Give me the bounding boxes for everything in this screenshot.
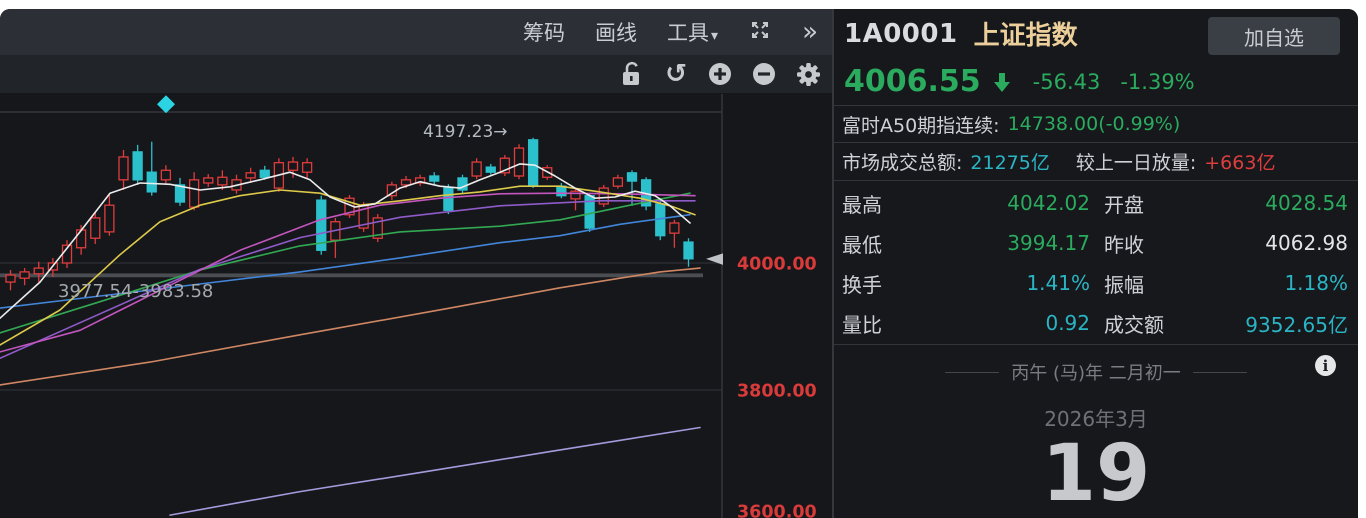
- chart-section: 筹码 画线 工具 ▾ » ↺: [0, 9, 832, 518]
- calendar-widget: 丙午 (马)年 二月初一 i 2026年3月 19: [834, 345, 1358, 515]
- add-watchlist-button[interactable]: 加自选: [1208, 17, 1340, 55]
- menu-tools[interactable]: 工具 ▾: [667, 17, 718, 47]
- table-row: 最低 3994.17 昨收 4062.98: [842, 223, 1348, 263]
- futures-value: 14738.00(-0.99%): [1007, 113, 1181, 135]
- candlestick-chart-canvas[interactable]: 4197.23→ 3977.54-3983.58 4000.00 3800.00 360…: [0, 93, 832, 518]
- last-price: 4006.55: [844, 64, 981, 99]
- stats-table: 最高 4042.02 开盘 4028.54 最低 3994.17 昨收 4062…: [834, 181, 1358, 345]
- table-row: 换手 1.41% 振幅 1.18%: [842, 263, 1348, 303]
- menu-draw-line[interactable]: 画线: [595, 21, 638, 45]
- stat-label: 最低: [842, 232, 882, 257]
- y-axis-label: 3800.00: [737, 382, 817, 402]
- stat-value: 4062.98: [1265, 231, 1348, 255]
- price-change-percent: -1.39%: [1120, 69, 1195, 94]
- divider: [945, 371, 1000, 373]
- stat-label: 昨收: [1104, 232, 1144, 257]
- quote-header: 1A0001 上证指数 加自选: [834, 9, 1358, 58]
- y-axis-label: 4000.00: [737, 255, 817, 275]
- stock-code: 1A0001: [844, 18, 958, 49]
- volume-increase-value: +663亿: [1204, 152, 1276, 174]
- stat-value: 3994.17: [1007, 231, 1090, 255]
- calendar-month: 2026年3月: [1044, 407, 1148, 431]
- divider: [1192, 371, 1247, 373]
- event-diamond-marker: [157, 95, 175, 114]
- market-total-label: 市场成交总额:: [842, 152, 963, 174]
- stat-label: 成交额: [1104, 312, 1164, 337]
- futures-row: 富时A50期指连续: 14738.00(-0.99%): [834, 106, 1358, 143]
- gridlines: [0, 94, 723, 518]
- volume-increase-label: 较上一日放量:: [1075, 152, 1197, 174]
- quote-panel: 1A0001 上证指数 加自选 4006.55 -56.43 -1.39% 富时…: [832, 9, 1358, 518]
- chart-annotation: 4197.23→: [423, 122, 508, 142]
- chart-annotation: 3977.54-3983.58: [58, 281, 213, 302]
- price-row: 4006.55 -56.43 -1.39%: [834, 58, 1358, 106]
- stat-label: 最高: [842, 192, 882, 217]
- settings-gear-icon[interactable]: [794, 59, 822, 89]
- stat-label: 开盘: [1104, 192, 1144, 217]
- stat-value: 9352.65亿: [1245, 312, 1348, 337]
- table-row: 最高 4042.02 开盘 4028.54: [842, 183, 1348, 223]
- market-total-value: 21275亿: [970, 152, 1050, 174]
- stat-label: 量比: [842, 312, 882, 337]
- gap-zone-band: [0, 273, 703, 278]
- lunar-date: 丙午 (马)年 二月初一: [1011, 363, 1181, 384]
- lunar-date-row: 丙午 (马)年 二月初一: [834, 345, 1358, 385]
- chart-toolbar-top: 筹码 画线 工具 ▾ »: [0, 9, 832, 55]
- stat-value: 1.18%: [1284, 271, 1348, 295]
- stat-value: 4042.02: [1007, 191, 1090, 215]
- stat-label: 振幅: [1104, 272, 1144, 297]
- stat-value: 0.92: [1045, 311, 1090, 335]
- zoom-out-icon[interactable]: [750, 59, 778, 89]
- futures-label: 富时A50期指连续:: [842, 114, 1000, 137]
- stat-value: 1.41%: [1026, 271, 1090, 295]
- price-change: -56.43: [1032, 69, 1101, 94]
- stat-label: 换手: [842, 272, 882, 297]
- fullscreen-icon[interactable]: [748, 18, 772, 46]
- stat-value: 4028.54: [1265, 191, 1348, 215]
- y-axis-label: 3600.00: [737, 503, 817, 518]
- menu-tools-label: 工具: [667, 21, 710, 45]
- zoom-in-icon[interactable]: [706, 59, 734, 89]
- calendar-day: 19: [1041, 429, 1151, 518]
- chart-toolbar-icons: ↺: [0, 55, 832, 93]
- ma-lines: [0, 163, 701, 516]
- unlock-icon[interactable]: [618, 59, 646, 89]
- menu-chips[interactable]: 筹码: [523, 21, 566, 45]
- undo-icon[interactable]: ↺: [665, 59, 687, 89]
- chevron-down-icon: ▾: [711, 28, 719, 44]
- table-row: 量比 0.92 成交额 9352.65亿: [842, 303, 1348, 343]
- price-down-arrow-icon: [991, 71, 1013, 93]
- stock-name: 上证指数: [973, 21, 1078, 51]
- trading-app-window: 筹码 画线 工具 ▾ » ↺: [0, 9, 1358, 518]
- more-menu-icon[interactable]: »: [802, 17, 818, 47]
- market-turnover-row: 市场成交总额: 21275亿 较上一日放量: +663亿: [834, 143, 1358, 181]
- info-icon[interactable]: i: [1315, 355, 1336, 376]
- current-price-arrow: [706, 253, 723, 265]
